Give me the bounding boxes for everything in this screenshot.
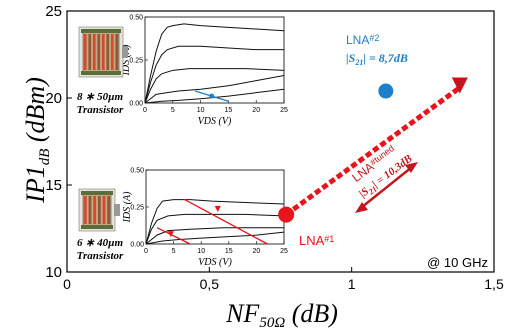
inset-bottom: 0 5 10 15 20 25 0.00 0.25 0.50 VDS (V) IDS (A): [122, 168, 288, 269]
transistor-pad: [81, 71, 121, 75]
transistor-finger: [93, 196, 97, 224]
y-axis-label: IP1dB (dBm): [21, 77, 53, 204]
y-tick-label: 15: [45, 177, 62, 194]
transistor-image-bottom: [78, 188, 120, 232]
inset-x-tick-label: 20: [252, 107, 260, 114]
inset-bias-point: [209, 93, 215, 99]
inset-curve: [144, 45, 284, 104]
transistor-pad-side: [122, 46, 128, 58]
inset-top: 0 5 10 15 20 25 0.00 0.25 0.50 VDS (V) IDS (A): [121, 15, 288, 128]
lna2-s21: |S21| = 8,7dB: [346, 51, 408, 67]
transistor-pad: [81, 225, 113, 229]
x-axis-label: NF50Ω (dB): [225, 299, 338, 331]
inset-y-label: IDS (A): [121, 44, 132, 76]
transistor-finger: [97, 34, 101, 70]
transistor-finger: [88, 196, 92, 224]
point-lna2: [378, 83, 394, 99]
inset-curve: [144, 23, 285, 104]
tuning-arrowhead: [355, 202, 368, 213]
transistor-pad: [81, 191, 113, 195]
inset-y-label: IDS (A): [122, 191, 133, 223]
inset-curve: [145, 231, 285, 245]
transistor-finger: [101, 34, 105, 70]
transistor-finger: [88, 34, 92, 70]
inset-x-tick-label: 0: [143, 107, 147, 114]
transistor-image-top: [78, 26, 128, 78]
x-tick-label: 0: [63, 276, 71, 292]
transistor-finger: [83, 34, 87, 70]
inset-bias-marker: [167, 231, 174, 238]
inset-load-line: [156, 227, 191, 245]
transistor-finger: [92, 34, 96, 70]
inset-y-tick-label: 0.50: [130, 168, 144, 175]
inset-x-tick-label: 5: [171, 107, 175, 114]
inset-curve: [145, 213, 285, 245]
transistor-finger: [97, 196, 101, 224]
inset-x-tick-label: 5: [172, 248, 176, 255]
x-tick-label: 0,5: [200, 276, 220, 292]
frequency-annotation: @ 10 GHz: [427, 255, 488, 270]
inset-curve: [144, 68, 285, 104]
transistor-label-top: 8 ∗ 50µm: [77, 91, 124, 103]
inset-curve: [144, 74, 285, 104]
transistor-caption-bottom: Transistor: [77, 250, 124, 262]
inset-x-tick-label: 20: [253, 248, 261, 255]
transistor-finger: [83, 196, 87, 224]
inset-x-tick-label: 15: [225, 107, 233, 114]
inset-y-tick-label: 0.00: [130, 242, 144, 249]
inset-x-label: VDS (V): [198, 257, 232, 268]
point-lna1: [278, 206, 295, 223]
transistor-finger: [110, 34, 114, 70]
tuning-arrow-line: [361, 166, 413, 208]
inset-curve: [144, 88, 285, 104]
inset-x-tick-label: 25: [280, 107, 288, 114]
inset-y-tick-label: 0.25: [130, 205, 144, 212]
inset-x-label: VDS (V): [198, 116, 232, 127]
transistor-label-bottom: 6 ∗ 40µm: [77, 237, 124, 249]
transistor-finger: [115, 34, 119, 70]
transistor-finger: [107, 196, 111, 224]
inset-x-tick-label: 0: [144, 248, 148, 255]
inset-x-tick-label: 25: [280, 248, 288, 255]
transistor-finger: [102, 196, 106, 224]
inset-curve: [145, 199, 285, 245]
inset-y-tick-label: 0.00: [129, 101, 143, 108]
transistor-caption-top: Transistor: [77, 104, 124, 116]
inset-load-line: [184, 199, 268, 245]
inset-frame: [144, 16, 285, 104]
tuning-arrowhead-2: [405, 162, 418, 173]
y-tick-label: 20: [45, 90, 62, 107]
y-tick-label: 10: [45, 264, 62, 281]
transistor-pad: [81, 29, 121, 33]
transistor-finger: [106, 34, 110, 70]
inset-curve: [145, 227, 284, 245]
inset-bias-marker: [214, 205, 221, 212]
transistor-body: [82, 192, 112, 228]
x-tick-label: 1,5: [484, 276, 504, 292]
x-tick-label: 1: [348, 276, 356, 292]
transistor-pad-side: [114, 204, 120, 216]
main-ticks: 0 0,5 1 1,5 10 15 20 25: [45, 3, 504, 292]
inset-x-tick-label: 10: [197, 248, 205, 255]
inset-y-tick-label: 0.50: [129, 15, 143, 22]
inset-x-tick-label: 10: [197, 107, 205, 114]
inset-x-tick-label: 15: [225, 248, 233, 255]
inset-y-tick-label: 0.25: [129, 58, 143, 65]
tuned-point-marker: [451, 77, 468, 94]
y-tick-label: 25: [45, 3, 62, 20]
